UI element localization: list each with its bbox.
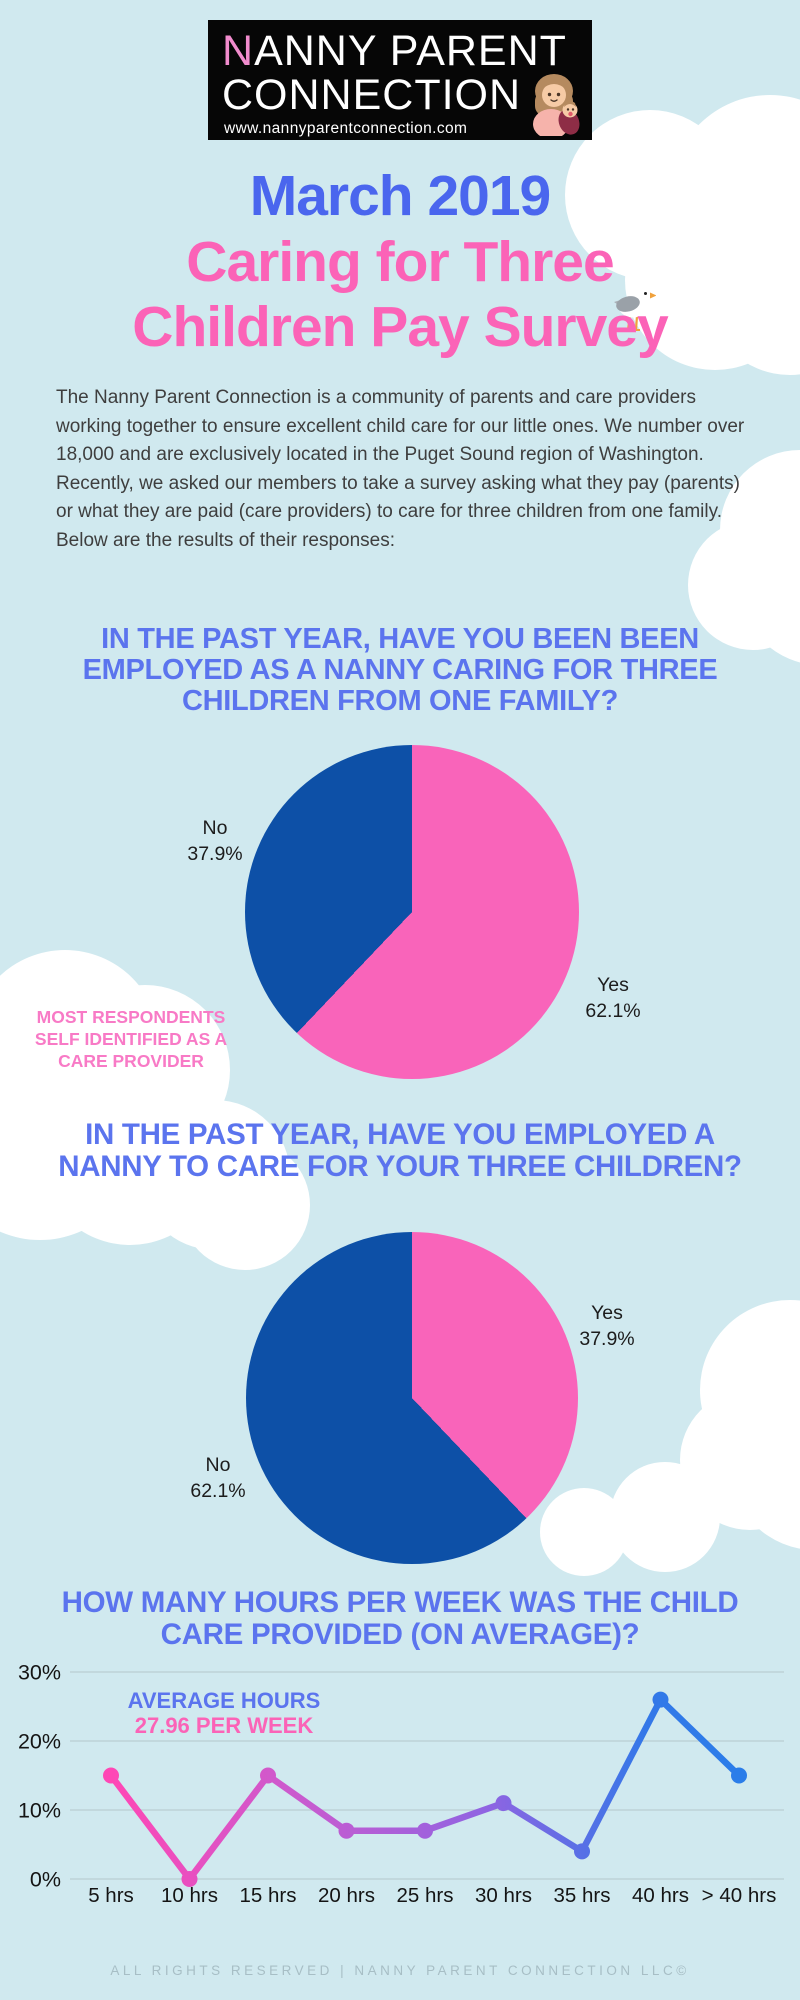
svg-text:> 40 hrs: > 40 hrs: [702, 1884, 777, 1907]
nanny-with-baby-icon: [533, 74, 580, 136]
pie1-no-label: No 37.9%: [160, 815, 270, 867]
logo-name-line2: CONNECTION: [222, 71, 522, 119]
logo-accent-letter: N: [222, 27, 255, 75]
logo-name-line1: NANNY PARENT: [222, 30, 567, 73]
pie2-yes-label-pct: 37.9%: [579, 1328, 635, 1350]
svg-text:30%: 30%: [18, 1661, 61, 1685]
svg-text:40 hrs: 40 hrs: [632, 1884, 689, 1907]
svg-text:25 hrs: 25 hrs: [397, 1884, 454, 1907]
question3-heading-line: HOW MANY HOURS PER WEEK WAS THE CHILD: [61, 1586, 739, 1619]
cloud-puff: [610, 1462, 720, 1572]
svg-text:0%: 0%: [30, 1868, 61, 1892]
title-line2: Caring for Three: [186, 230, 614, 294]
pie1-no-label-text: No: [202, 817, 228, 839]
pie2-no-label-pct: 62.1%: [190, 1480, 246, 1502]
question2-heading-line: NANNY TO CARE FOR YOUR THREE CHILDREN?: [58, 1150, 742, 1183]
svg-text:30 hrs: 30 hrs: [475, 1884, 532, 1907]
pie2-no-label-text: No: [205, 1454, 231, 1476]
pie1-yes-label-text: Yes: [597, 974, 629, 996]
question2-heading: IN THE PAST YEAR, HAVE YOU EMPLOYED A NA…: [0, 1119, 800, 1183]
question1-heading-line: EMPLOYED AS A NANNY CARING FOR THREE: [82, 654, 718, 686]
seagull-icon: [614, 287, 656, 331]
svg-text:10 hrs: 10 hrs: [161, 1884, 218, 1907]
title-month-year: March 2019: [249, 164, 552, 228]
question1-heading-line: CHILDREN FROM ONE FAMILY?: [181, 685, 619, 717]
title-line3: Children Pay Survey: [132, 295, 668, 359]
svg-text:20 hrs: 20 hrs: [318, 1884, 375, 1907]
hours-line-chart: 0% 10% 20% 30% 5 hrs 10 hrs 15 hrs 20 hrs 25 hrs…: [18, 1661, 784, 1907]
average-hours-annotation-line: AVERAGE HOURS: [127, 1688, 321, 1713]
question1-heading: IN THE PAST YEAR, HAVE YOU BEEN BEEN EMP…: [0, 624, 800, 717]
pie1-yes-label: Yes 62.1%: [558, 972, 668, 1024]
copyright-footer: ALL RIGHTS RESERVED | NANNY PARENT CONNE…: [110, 1963, 690, 1978]
svg-text:15 hrs: 15 hrs: [240, 1884, 297, 1907]
pie2-yes-label-text: Yes: [591, 1302, 623, 1324]
pie1-annotation-line: MOST RESPONDENTS: [36, 1007, 226, 1027]
pie-chart-parent-employed: [246, 1232, 578, 1564]
question1-heading-line: IN THE PAST YEAR, HAVE YOU BEEN BEEN: [101, 623, 699, 655]
pie1-annotation-line: SELF IDENTIFIED AS A: [34, 1029, 228, 1049]
pie2-no-label: No 62.1%: [163, 1452, 273, 1504]
question3-heading: HOW MANY HOURS PER WEEK WAS THE CHILD CA…: [0, 1587, 800, 1651]
cloud-puff: [180, 1140, 310, 1270]
pie2-yes-label: Yes 37.9%: [552, 1300, 662, 1352]
average-hours-annotation: AVERAGE HOURS 27.96 PER WEEK: [86, 1688, 362, 1738]
pie1-annotation-line: CARE PROVIDER: [58, 1051, 204, 1071]
svg-text:20%: 20%: [18, 1730, 61, 1754]
logo-website: www.nannyparentconnection.com: [224, 120, 468, 137]
average-hours-annotation-line: 27.96 PER WEEK: [134, 1713, 314, 1738]
logo-name-line1-rest: ANNY PARENT: [254, 27, 567, 75]
svg-text:5 hrs: 5 hrs: [88, 1884, 134, 1907]
pie1-no-label-pct: 37.9%: [187, 843, 243, 865]
question2-heading-line: IN THE PAST YEAR, HAVE YOU EMPLOYED A: [85, 1118, 715, 1151]
pie1-annotation: MOST RESPONDENTS SELF IDENTIFIED AS A CA…: [12, 1006, 250, 1072]
svg-text:35 hrs: 35 hrs: [554, 1884, 611, 1907]
svg-text:10%: 10%: [18, 1799, 61, 1823]
pie-chart-nanny-employed: [245, 745, 579, 1079]
pie1-yes-label-pct: 62.1%: [585, 1000, 641, 1022]
intro-paragraph: The Nanny Parent Connection is a communi…: [56, 387, 745, 551]
question3-heading-line: CARE PROVIDED (ON AVERAGE)?: [160, 1618, 640, 1651]
logo: NANNY PARENT CONNECTION www.nannyparentc…: [208, 20, 592, 140]
cloud-puff: [540, 1488, 628, 1576]
